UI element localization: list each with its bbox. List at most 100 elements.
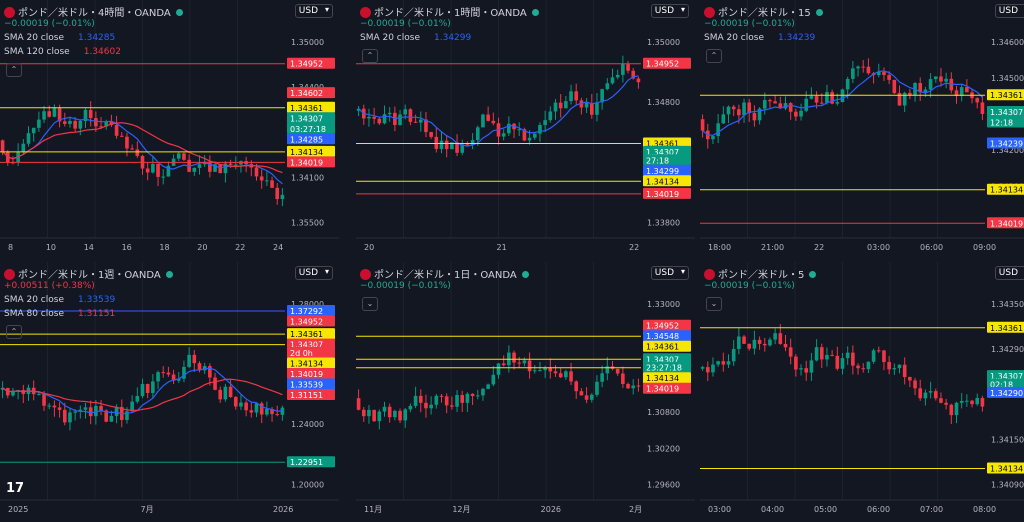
price-tag[interactable]: 1.34307: [643, 145, 691, 157]
price-tag[interactable]: 27:18: [643, 154, 691, 166]
sma-line: [2, 378, 283, 412]
chart-panel-4[interactable]: 1.280001.260001.240001.200001.372921.349…: [0, 262, 339, 518]
price-tag[interactable]: 1.34952: [287, 315, 335, 327]
chart-panel-3[interactable]: 1.346001.345001.344001.342001.341001.340…: [700, 0, 1024, 256]
legend-collapse-button[interactable]: ⌃: [362, 49, 378, 63]
candle: [99, 126, 103, 128]
candle: [716, 123, 720, 137]
price-tag[interactable]: 1.33539: [287, 378, 335, 390]
legend-collapse-button[interactable]: ⌃: [6, 325, 22, 339]
price-tag[interactable]: 1.34019: [287, 156, 335, 168]
tradingview-logo[interactable]: 17: [6, 481, 25, 496]
candle: [403, 109, 408, 115]
price-tag[interactable]: 1.34307: [987, 106, 1024, 117]
price-tag[interactable]: 1.34134: [643, 175, 691, 187]
price-tag[interactable]: 23:27:18: [643, 361, 691, 373]
price-tag[interactable]: 1.34307: [287, 112, 335, 124]
price-tag[interactable]: 1.22951: [287, 456, 335, 468]
price-tag[interactable]: 1.34361: [987, 89, 1024, 100]
candle: [367, 116, 371, 119]
x-tick-label: 21: [497, 243, 507, 252]
currency-selector[interactable]: USD: [650, 4, 689, 18]
chart-canvas[interactable]: 1.343501.342901.342201.341501.340901.343…: [700, 262, 1024, 518]
candle: [418, 395, 423, 403]
currency-selector[interactable]: USD: [294, 4, 333, 18]
currency-selector[interactable]: USD: [294, 266, 333, 280]
legend-collapse-button[interactable]: ⌄: [706, 297, 722, 311]
legend-collapse-button[interactable]: ⌄: [362, 297, 378, 311]
candle: [949, 404, 954, 416]
price-tag[interactable]: 2d 0h: [287, 347, 335, 358]
price-tag[interactable]: 1.34307: [287, 338, 335, 350]
chart-canvas[interactable]: 1.350001.344001.342001.341001.355001.349…: [0, 0, 339, 256]
price-tag[interactable]: 1.34134: [643, 372, 691, 384]
currency-selector[interactable]: USD: [650, 266, 689, 280]
price-tag[interactable]: 1.34307: [643, 353, 691, 365]
price-tag[interactable]: 1.34952: [643, 57, 691, 69]
price-tag[interactable]: 1.34134: [987, 462, 1024, 474]
price-tag-label: 1.34548: [646, 332, 679, 341]
chart-canvas[interactable]: 1.280001.260001.240001.200001.372921.349…: [0, 262, 339, 518]
candle: [923, 392, 928, 399]
price-change: −0.00019 (−0.01%): [704, 281, 795, 291]
price-tag[interactable]: 03:27:18: [287, 122, 335, 134]
price-tag[interactable]: 1.34019: [987, 217, 1024, 228]
price-tag-label: 1.34361: [290, 104, 323, 113]
price-tag[interactable]: 1.34361: [643, 340, 691, 352]
candle: [579, 100, 584, 108]
candle: [130, 401, 134, 412]
price-tag[interactable]: 12:18: [987, 116, 1024, 128]
candle: [109, 121, 114, 125]
price-tag[interactable]: 1.34952: [287, 57, 335, 69]
chart-panel-2[interactable]: 1.350001.348001.346001.338001.349521.343…: [356, 0, 695, 256]
chart-panel-1[interactable]: 1.350001.344001.342001.341001.355001.349…: [0, 0, 339, 256]
price-tag[interactable]: 1.34361: [643, 137, 691, 149]
price-tag[interactable]: 1.34299: [643, 164, 691, 176]
sma-line: [702, 70, 983, 136]
price-tag[interactable]: 1.34361: [987, 321, 1024, 333]
indicator-legend[interactable]: SMA 120 close 1.34602: [4, 47, 121, 57]
candle: [11, 390, 15, 396]
price-tag[interactable]: 1.34290: [987, 386, 1024, 398]
price-tag[interactable]: 1.34239: [987, 137, 1024, 149]
indicator-legend[interactable]: SMA 20 close 1.34299: [360, 33, 471, 43]
price-tag[interactable]: 1.34134: [987, 183, 1024, 195]
candle: [892, 79, 897, 94]
chart-canvas[interactable]: 1.330001.320001.314001.308001.302001.296…: [356, 262, 695, 518]
price-tag[interactable]: 1.34307: [987, 370, 1024, 381]
x-tick-label: 7月: [141, 505, 154, 514]
candle: [403, 409, 408, 421]
candle: [398, 114, 402, 126]
price-tag[interactable]: 1.34134: [287, 357, 335, 369]
candle: [845, 352, 850, 359]
price-tag[interactable]: 1.34361: [287, 101, 335, 113]
chart-panel-6[interactable]: 1.343501.342901.342201.341501.340901.343…: [700, 262, 1024, 518]
price-tag[interactable]: 02:18: [987, 378, 1024, 390]
price-tag[interactable]: 1.34019: [287, 368, 335, 379]
currency-selector[interactable]: USD: [994, 4, 1024, 18]
price-tag[interactable]: 1.34952: [643, 319, 691, 331]
price-tag-bg: [987, 462, 1024, 474]
market-open-icon: [531, 9, 539, 16]
chart-canvas[interactable]: 1.346001.345001.344001.342001.341001.340…: [700, 0, 1024, 256]
indicator-legend[interactable]: SMA 80 close 1.31151: [4, 309, 115, 319]
price-tag[interactable]: 1.34602: [287, 87, 335, 99]
price-tag[interactable]: 1.34019: [643, 187, 691, 199]
candle: [259, 403, 264, 415]
price-tag[interactable]: 1.34361: [287, 328, 335, 340]
price-tag[interactable]: 1.34019: [643, 382, 691, 394]
price-tag[interactable]: 1.31151: [287, 389, 335, 400]
indicator-legend[interactable]: SMA 20 close 1.34285: [4, 33, 115, 43]
price-tag[interactable]: 1.34134: [287, 145, 335, 157]
chart-panel-5[interactable]: 1.330001.320001.314001.308001.302001.296…: [356, 262, 695, 518]
price-tag[interactable]: 1.34548: [643, 330, 691, 342]
indicator-legend[interactable]: SMA 20 close 1.34239: [704, 33, 815, 43]
currency-selector[interactable]: USD: [994, 266, 1024, 280]
legend-collapse-button[interactable]: ⌃: [6, 63, 22, 77]
price-tag[interactable]: 1.37292: [287, 305, 335, 316]
price-tag-label: 1.34019: [290, 370, 323, 379]
price-tag[interactable]: 1.34285: [287, 133, 335, 145]
chart-canvas[interactable]: 1.350001.348001.346001.338001.349521.343…: [356, 0, 695, 256]
indicator-legend[interactable]: SMA 20 close 1.33539: [4, 295, 115, 305]
legend-collapse-button[interactable]: ⌃: [706, 49, 722, 63]
